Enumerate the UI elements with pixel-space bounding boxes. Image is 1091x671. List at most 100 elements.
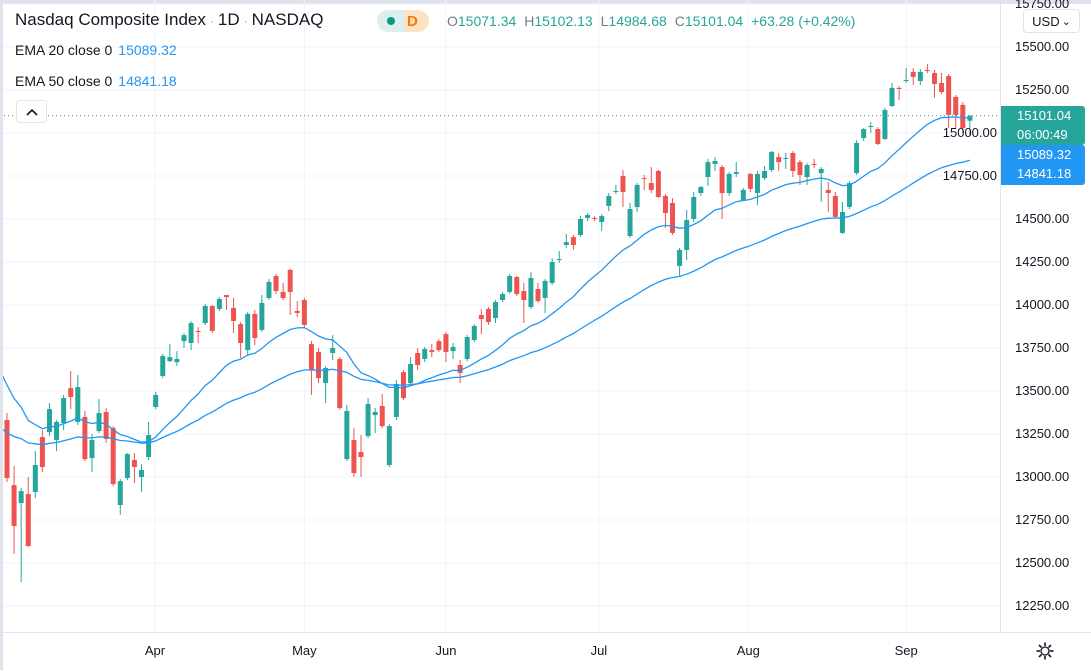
change-value: +63.28 (+0.42%) bbox=[751, 13, 856, 29]
candle bbox=[514, 275, 520, 297]
indicator-ema50[interactable]: EMA 50 close 0 14841.18 bbox=[15, 73, 177, 89]
candle-body bbox=[46, 409, 52, 433]
candle-body bbox=[868, 125, 874, 127]
candle bbox=[450, 343, 456, 360]
candle bbox=[195, 327, 201, 344]
candle-body bbox=[528, 277, 534, 308]
ema-50-line bbox=[0, 159, 971, 446]
candle bbox=[32, 451, 38, 498]
candle-body bbox=[641, 178, 647, 180]
candle bbox=[82, 410, 88, 462]
symbol-name[interactable]: Nasdaq Composite Index bbox=[15, 10, 206, 29]
candles bbox=[4, 64, 973, 583]
candle-body bbox=[783, 157, 789, 159]
candle bbox=[854, 140, 860, 175]
candle bbox=[747, 173, 753, 192]
ema20-tag: 15089.32 bbox=[1017, 147, 1072, 162]
price-chart[interactable] bbox=[0, 0, 1000, 632]
candle bbox=[75, 375, 81, 426]
candle bbox=[585, 212, 591, 222]
candle-body bbox=[910, 71, 916, 77]
candle-body bbox=[464, 336, 470, 360]
month-tick-label: Apr bbox=[144, 643, 166, 658]
currency-button[interactable]: USD ⌄ bbox=[1023, 9, 1080, 33]
candle-body bbox=[294, 311, 300, 313]
interval[interactable]: 1D bbox=[217, 10, 240, 29]
candle-body bbox=[386, 426, 392, 465]
candle bbox=[245, 312, 251, 357]
candle bbox=[733, 162, 739, 178]
ohlc-values: O15071.34 H15102.13 L14984.68 C15101.04 … bbox=[447, 13, 856, 29]
candle-body bbox=[273, 275, 279, 292]
candle bbox=[762, 166, 768, 180]
candle bbox=[266, 279, 272, 301]
candle bbox=[39, 430, 45, 473]
candle bbox=[953, 94, 959, 129]
candle bbox=[670, 198, 676, 235]
collapse-legend-button[interactable] bbox=[16, 100, 47, 123]
candle bbox=[11, 465, 17, 555]
candle-body bbox=[655, 171, 661, 197]
gear-icon[interactable] bbox=[1035, 641, 1055, 661]
market-status-pill[interactable]: D bbox=[377, 10, 429, 32]
candle-body bbox=[415, 352, 421, 366]
candle-body bbox=[323, 367, 329, 384]
month-tick-label: Jun bbox=[435, 643, 457, 658]
candle-body bbox=[372, 411, 378, 416]
candle bbox=[337, 357, 343, 410]
candle bbox=[54, 420, 60, 452]
candle-body bbox=[422, 349, 428, 360]
candle-body bbox=[146, 435, 152, 458]
chart-title[interactable]: Nasdaq Composite Index · 1D · NASDAQ bbox=[15, 10, 324, 29]
candle-body bbox=[733, 172, 739, 174]
candle-body bbox=[754, 173, 760, 194]
candle-body bbox=[662, 195, 668, 213]
candle bbox=[832, 191, 838, 218]
candle bbox=[896, 86, 902, 100]
candle-body bbox=[344, 410, 350, 460]
candle-body bbox=[924, 70, 930, 72]
candle-body bbox=[592, 217, 598, 219]
last-price-tag: 15101.04 06:00:49 bbox=[1001, 106, 1085, 145]
candle bbox=[882, 108, 888, 141]
candle bbox=[726, 172, 732, 196]
candle bbox=[393, 379, 399, 421]
candle-body bbox=[365, 403, 371, 437]
candle bbox=[167, 344, 173, 363]
candle bbox=[662, 194, 668, 228]
candle bbox=[868, 121, 874, 133]
candle bbox=[577, 216, 583, 238]
candle-body bbox=[514, 276, 520, 294]
month-tick-label: May bbox=[292, 643, 317, 658]
month-tick-label: Sep bbox=[894, 643, 918, 658]
candle-body bbox=[946, 76, 952, 115]
ema50-tag: 14841.18 bbox=[1017, 166, 1072, 181]
candle-body bbox=[585, 215, 591, 218]
bar-countdown: 06:00:49 bbox=[1017, 127, 1068, 142]
price-axis[interactable]: 15750.00 15500.00 15250.00 15000.00 14750.00… bbox=[943, 0, 1091, 632]
candle bbox=[202, 303, 208, 325]
candle-body bbox=[677, 249, 683, 266]
candle-body bbox=[252, 313, 258, 339]
candle-body bbox=[75, 387, 81, 422]
price-tick-label: 15000.00 bbox=[942, 125, 997, 140]
candle-body bbox=[429, 350, 435, 352]
candle-body bbox=[960, 104, 966, 129]
candle bbox=[606, 193, 612, 212]
indicator-ema20[interactable]: EMA 20 close 0 15089.32 bbox=[15, 42, 177, 58]
candle-body bbox=[18, 491, 24, 503]
candle-body bbox=[556, 259, 562, 261]
candle bbox=[570, 234, 576, 250]
candle-body bbox=[953, 96, 959, 115]
candle bbox=[238, 322, 244, 358]
price-tick-label: 15250.00 bbox=[1015, 82, 1070, 97]
candle-body bbox=[266, 281, 272, 298]
candle bbox=[634, 183, 640, 212]
candle bbox=[769, 151, 775, 173]
top-border bbox=[0, 0, 1091, 4]
candle-body bbox=[670, 203, 676, 233]
time-axis[interactable]: Apr May Jun Jul Aug Sep bbox=[0, 632, 1091, 671]
candle bbox=[181, 333, 187, 348]
price-tick-label: 13250.00 bbox=[1015, 426, 1070, 441]
candle bbox=[563, 233, 569, 248]
